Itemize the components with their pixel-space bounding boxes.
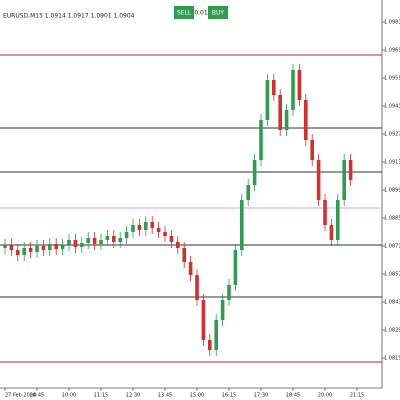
candle-body [22, 248, 26, 255]
y-tick-label: 1.0983 [384, 20, 400, 26]
candle-body [73, 240, 78, 247]
candle-body [48, 244, 52, 250]
y-tick-label: 1.0941 [384, 104, 400, 110]
candle-body [16, 250, 20, 255]
candle-body [9, 245, 14, 250]
candle-body [259, 120, 263, 160]
candle-body [195, 275, 199, 300]
candle-body [137, 225, 142, 230]
buy-label: BUY [212, 10, 225, 17]
candle-body [304, 100, 308, 140]
x-tick-label: 13:45 [158, 393, 172, 399]
y-tick-label: 1.0857 [384, 272, 400, 278]
x-tick-label: 18:45 [286, 393, 300, 399]
lot-size[interactable]: 0.01 [194, 10, 208, 17]
candle-body [252, 160, 257, 185]
candle-body [284, 110, 289, 130]
y-tick-label: 1.0829 [384, 328, 400, 334]
y-tick-label: 1.0913 [384, 160, 400, 166]
candle-body [150, 222, 154, 228]
candle-body [336, 200, 340, 240]
candle-body [112, 236, 116, 242]
x-tick-label: 16:15 [222, 393, 236, 399]
candle-body [297, 70, 302, 100]
candle-body [214, 320, 218, 350]
candle-body [156, 228, 161, 232]
candle-body [348, 160, 353, 180]
candle-body [105, 236, 110, 240]
candle-body [272, 80, 276, 95]
candle-body [54, 244, 58, 249]
candle-body [28, 248, 33, 252]
candle-body [176, 242, 180, 248]
y-tick-label: 1.0969 [384, 48, 400, 54]
x-tick-label: 27 Feb 2024 [5, 393, 36, 399]
candle-body [240, 200, 244, 250]
candle-body [188, 262, 193, 275]
x-tick-label: 20:00 [318, 393, 332, 399]
candle-body [310, 140, 314, 160]
candle-body [41, 246, 46, 250]
candle-body [323, 200, 327, 225]
y-tick-label: 1.0899 [384, 188, 400, 194]
candle-body [278, 95, 282, 130]
x-tick-label: 11:15 [94, 393, 108, 399]
chart-title: EURUSD,M15 1.0914 1.0917 1.0901 1.0904 [3, 13, 135, 20]
x-tick-label: 15:00 [190, 393, 204, 399]
candle-body [291, 70, 295, 110]
x-tick-label: 17:30 [254, 393, 268, 399]
y-tick-label: 1.0955 [384, 76, 400, 82]
candle-body [35, 246, 39, 252]
candle-body [131, 225, 135, 232]
candle-body [201, 300, 206, 340]
candle-body [233, 250, 238, 285]
candle-body [227, 285, 231, 300]
candle-body [118, 238, 122, 242]
candle-body [342, 160, 346, 200]
candle-body [86, 238, 90, 243]
candle-body [163, 232, 167, 236]
candle-body [208, 340, 212, 350]
candle-body [99, 240, 103, 244]
y-tick-label: 1.0843 [384, 300, 400, 306]
x-tick-label: 12:30 [126, 393, 140, 399]
candle-body [3, 245, 7, 248]
sell-label: SELL [177, 10, 192, 17]
x-tick-label: 08:45 [30, 393, 44, 399]
candle-body [220, 300, 225, 320]
x-tick-label: 10:00 [62, 393, 76, 399]
candle-body [144, 222, 148, 230]
y-tick-label: 1.0815 [384, 356, 400, 362]
candle-body [124, 232, 129, 238]
candle-body [265, 80, 270, 120]
candle-body [80, 243, 84, 247]
candle-body [67, 240, 71, 245]
y-tick-label: 1.0885 [384, 216, 400, 222]
candle-body [92, 238, 97, 244]
candle-body [182, 248, 186, 262]
buy-button[interactable] [208, 6, 228, 19]
trade-panel[interactable]: SELL 0.01 BUY [174, 6, 228, 19]
candle-body [316, 160, 321, 200]
y-tick-label: 1.0927 [384, 132, 400, 138]
x-tick-label: 21:15 [350, 393, 364, 399]
candle-body [169, 236, 174, 242]
sell-button[interactable] [174, 6, 194, 19]
candle-body [60, 245, 65, 249]
candle-body [246, 185, 250, 200]
candle-body [329, 225, 334, 240]
y-tick-label: 1.0871 [384, 244, 400, 250]
